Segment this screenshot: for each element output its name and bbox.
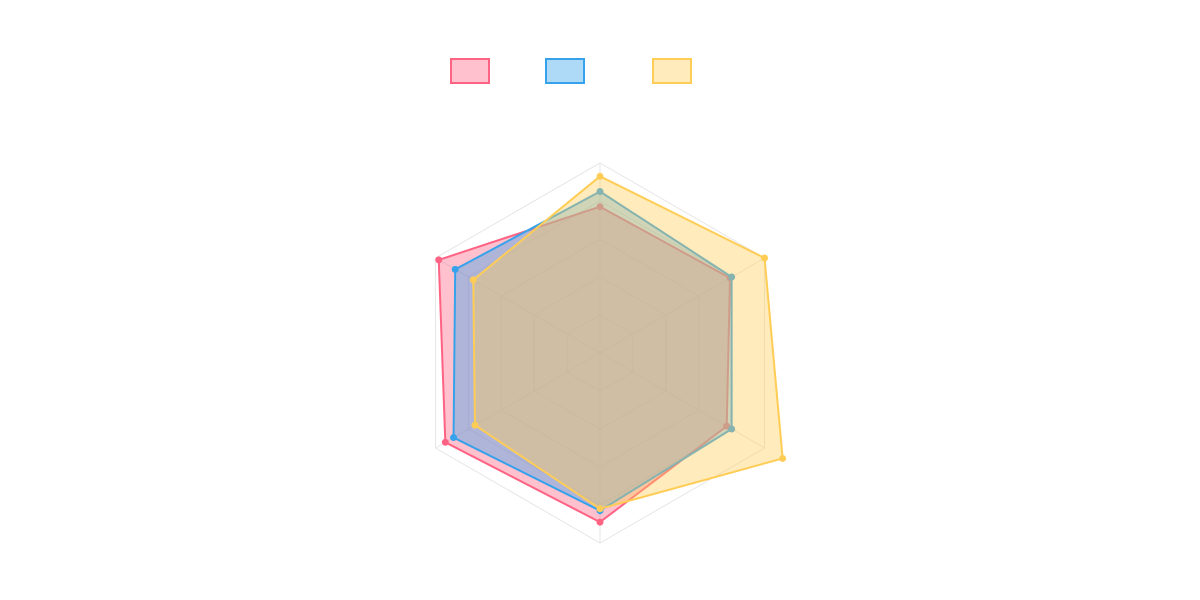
series-3-point-6[interactable]	[469, 276, 477, 284]
legend	[0, 58, 1200, 84]
series-3-point-4[interactable]	[596, 505, 604, 513]
grid-spoke-5	[435, 352, 601, 449]
series-1-point-6[interactable]	[435, 256, 443, 264]
legend-item-series-1[interactable]	[450, 58, 490, 84]
legend-swatch-series-1	[450, 58, 490, 84]
series-3-point-3[interactable]	[779, 454, 787, 462]
series-2-point-6[interactable]	[451, 265, 459, 273]
radar-series	[435, 172, 787, 526]
series-3-point-5[interactable]	[471, 421, 479, 429]
legend-swatch-series-2	[545, 58, 585, 84]
grid-spoke-2	[599, 257, 765, 354]
series-2-point-2[interactable]	[728, 273, 736, 281]
series-1-point-1[interactable]	[596, 203, 604, 211]
grid-spoke-3	[599, 352, 765, 449]
series-3-point-1[interactable]	[596, 172, 604, 180]
series-3-point-2[interactable]	[761, 254, 769, 262]
legend-item-series-3[interactable]	[652, 58, 692, 84]
grid-spoke-6	[435, 257, 601, 354]
legend-swatch-series-3	[652, 58, 692, 84]
legend-item-series-2[interactable]	[545, 58, 585, 84]
series-1-point-4[interactable]	[596, 518, 604, 526]
series-3	[469, 172, 787, 513]
series-1-point-5[interactable]	[441, 438, 449, 446]
series-2-point-3[interactable]	[728, 425, 736, 433]
series-2-point-1[interactable]	[596, 188, 604, 195]
series-2-point-5[interactable]	[450, 434, 458, 442]
